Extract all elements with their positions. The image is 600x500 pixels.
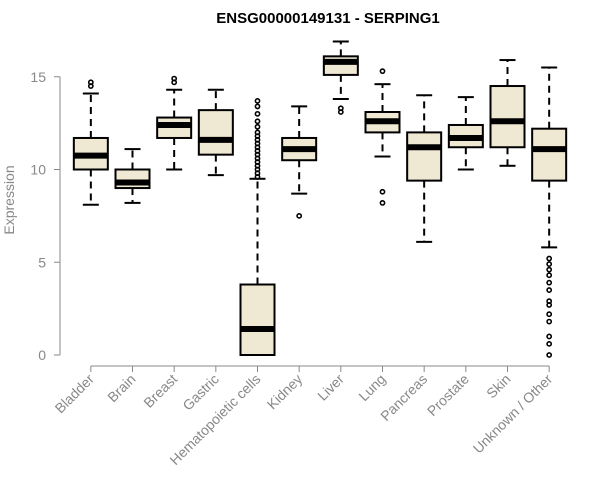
outlier-point: [379, 199, 386, 206]
outlier-point: [254, 110, 261, 117]
x-tick-label: Brain: [104, 371, 138, 405]
outlier-point: [254, 103, 261, 110]
x-tick-label: Unknown / Other: [470, 371, 556, 457]
outlier-point: [87, 79, 94, 86]
x-tick-label: Breast: [140, 371, 180, 411]
y-tick-label: 10: [30, 162, 46, 178]
box-bladder: [72, 79, 109, 206]
outlier-point: [254, 118, 261, 125]
outlier-point: [546, 279, 553, 286]
outlier-point: [546, 266, 553, 273]
box-hematopoietic-cells: [239, 97, 276, 357]
box-iqr: [531, 127, 568, 182]
outlier-point: [379, 188, 386, 195]
box-iqr: [197, 109, 234, 156]
box-brain: [114, 148, 151, 204]
y-tick-label: 5: [38, 254, 46, 270]
box-unknown-other: [531, 66, 568, 358]
outlier-point: [296, 212, 303, 219]
x-tick-label: Kidney: [264, 371, 306, 413]
box-skin: [489, 59, 526, 167]
box-breast: [156, 75, 193, 171]
box-kidney: [281, 105, 318, 219]
x-tick-label: Liver: [314, 371, 347, 404]
outlier-point: [254, 123, 261, 130]
y-axis-label: Expression: [1, 165, 17, 234]
x-tick-label: Bladder: [52, 371, 98, 417]
box-gastric: [197, 88, 234, 177]
outlier-point: [546, 352, 553, 358]
outlier-point: [254, 129, 261, 136]
y-tick-label: 0: [38, 347, 46, 363]
outlier-point: [546, 318, 553, 325]
outlier-point: [337, 105, 344, 112]
axes: 0 5 10 15: [30, 69, 550, 372]
outlier-point: [546, 340, 553, 347]
outlier-point: [546, 311, 553, 318]
x-tick-label: Lung: [355, 371, 388, 404]
box-iqr: [406, 131, 443, 182]
y-tick-label: 15: [30, 69, 46, 85]
box-liver: [322, 40, 359, 115]
outlier-point: [379, 68, 386, 75]
outlier-point: [546, 302, 553, 308]
outlier-point: [546, 261, 553, 268]
box-iqr: [489, 85, 526, 149]
outlier-point: [546, 333, 553, 340]
x-tick-label: Prostate: [424, 371, 472, 419]
box-prostate: [447, 96, 484, 171]
outlier-point: [546, 255, 553, 262]
box-pancreas: [406, 94, 443, 243]
boxes-group: [72, 40, 568, 358]
box-iqr: [239, 283, 276, 357]
box-lung: [364, 68, 401, 206]
outlier-point: [546, 287, 553, 293]
outlier-point: [546, 272, 553, 279]
chart-title: ENSG00000149131 - SERPING1: [216, 10, 439, 27]
x-tick-label: Skin: [483, 371, 514, 402]
outlier-point: [254, 97, 261, 104]
outlier-point: [171, 75, 178, 82]
